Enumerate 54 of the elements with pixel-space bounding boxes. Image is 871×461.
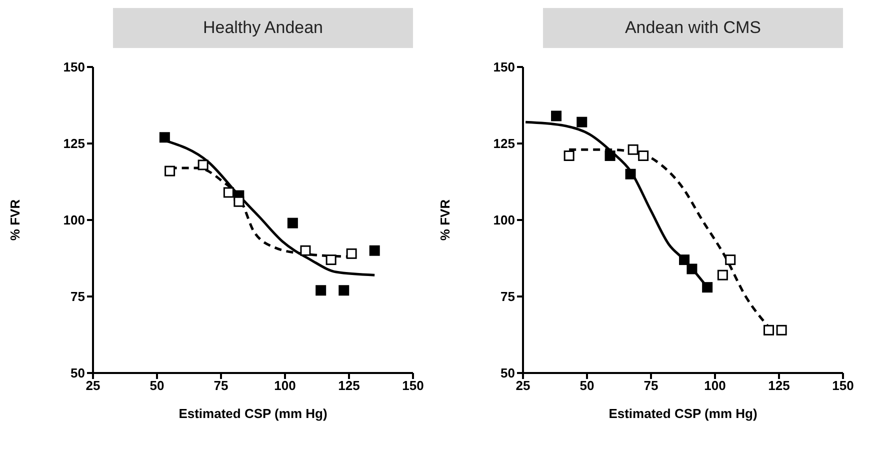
point [338,285,350,296]
point [638,150,649,161]
x-tick-label: 150 [832,378,854,394]
x-tick-label: 50 [580,378,594,394]
point [679,254,690,266]
x-tick-label: 50 [150,378,164,394]
point [776,324,787,336]
point [316,285,326,296]
point [625,168,636,180]
x-tick-label: 150 [402,378,424,394]
x-tick-label: 25 [516,378,530,394]
y-tick-label: 50 [500,366,515,381]
point [164,166,176,176]
x-tick-label: 100 [274,378,296,394]
point [300,245,311,256]
x-tick-label: 100 [704,378,726,394]
point [234,196,244,207]
point [369,245,380,256]
x-tick-label: 125 [338,378,360,394]
point [326,254,336,266]
y-axis-title: % FVR [8,198,23,241]
x-axis-title: Estimated CSP (mm Hg) [178,406,328,421]
point [725,254,736,266]
point [576,116,588,128]
point [764,324,774,336]
x-axis-title: Estimated CSP (mm Hg) [608,406,758,421]
point [686,264,698,274]
x-tick-label: 75 [644,378,658,394]
y-tick-label: 50 [70,366,85,381]
y-tick-label: 100 [493,212,515,228]
x-tick-label: 125 [768,378,790,394]
point [551,110,562,122]
x-tick-label: 25 [86,378,100,394]
y-axis-title: % FVR [438,198,453,241]
point [287,218,298,228]
y-tick-label: 150 [493,60,515,75]
point [223,187,234,198]
point [346,248,357,259]
point [702,282,713,293]
y-tick-label: 75 [70,289,85,304]
y-tick-label: 125 [63,136,85,152]
y-tick-label: 150 [63,60,85,75]
y-tick-label: 100 [63,212,85,228]
point [159,132,170,143]
point [604,150,616,161]
x-tick-label: 75 [214,378,228,394]
point [564,150,574,161]
point [717,270,728,280]
y-tick-label: 75 [500,289,515,304]
y-tick-label: 125 [493,136,515,152]
point [198,160,208,170]
chart-title: Andean with CMS [543,8,843,48]
point [628,144,638,155]
chart-title: Healthy Andean [113,8,413,48]
